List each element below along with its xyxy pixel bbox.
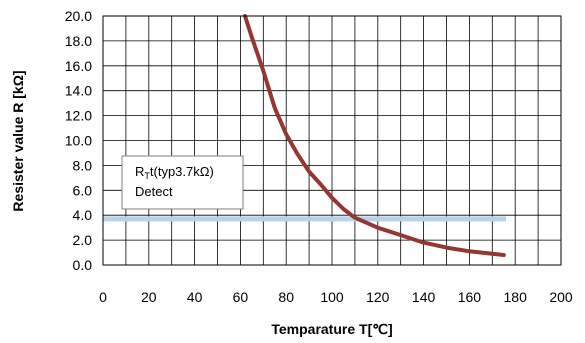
y-axis-title: Resister value R [kΩ]: [10, 70, 26, 211]
annotation-box: RTt(typ3.7kΩ) Detect: [121, 155, 244, 210]
annotation-main: R: [135, 164, 144, 179]
x-tick-label: 20: [141, 289, 157, 305]
y-tick-labels: 0.0 2.0 4.0 6.0 8.0 10.0 12.0 14.0 16.0 18.0 20.0: [65, 8, 92, 273]
x-tick-label: 80: [278, 289, 294, 305]
x-tick-label: 120: [366, 289, 390, 305]
y-tick-label: 0.0: [73, 257, 93, 273]
annotation-subscript: T: [144, 171, 150, 181]
annotation-line1: RTt(typ3.7kΩ): [135, 164, 214, 181]
y-tick-label: 8.0: [73, 157, 93, 173]
plot-border: [102, 15, 562, 266]
y-tick-label: 10.0: [65, 133, 92, 149]
y-tick-label: 6.0: [73, 182, 93, 198]
y-tick-label: 2.0: [73, 232, 93, 248]
x-tick-label: 100: [320, 289, 344, 305]
y-tick-label: 4.0: [73, 207, 93, 223]
x-tick-labels: 0 20 40 60 80 100 120 140 160 180 200: [99, 289, 573, 305]
x-tick-label: 200: [549, 289, 573, 305]
series-line: [243, 14, 506, 257]
x-tick-label: 180: [504, 289, 528, 305]
annotation-rest: t(typ3.7kΩ): [150, 164, 214, 179]
x-tick-label: 60: [233, 289, 249, 305]
y-tick-label: 20.0: [65, 8, 92, 24]
x-tick-label: 0: [99, 289, 107, 305]
y-tick-label: 16.0: [65, 58, 92, 74]
annotation-line2: Detect: [135, 184, 173, 199]
y-tick-label: 18.0: [65, 33, 92, 49]
x-tick-label: 160: [458, 289, 482, 305]
grid: [103, 16, 561, 265]
y-tick-label: 14.0: [65, 83, 92, 99]
x-tick-label: 140: [412, 289, 436, 305]
plot-frame: [102, 15, 562, 266]
series-group: [243, 14, 506, 257]
x-axis-title: Temparature T[℃]: [271, 321, 392, 337]
x-tick-label: 40: [187, 289, 203, 305]
y-tick-label: 12.0: [65, 108, 92, 124]
